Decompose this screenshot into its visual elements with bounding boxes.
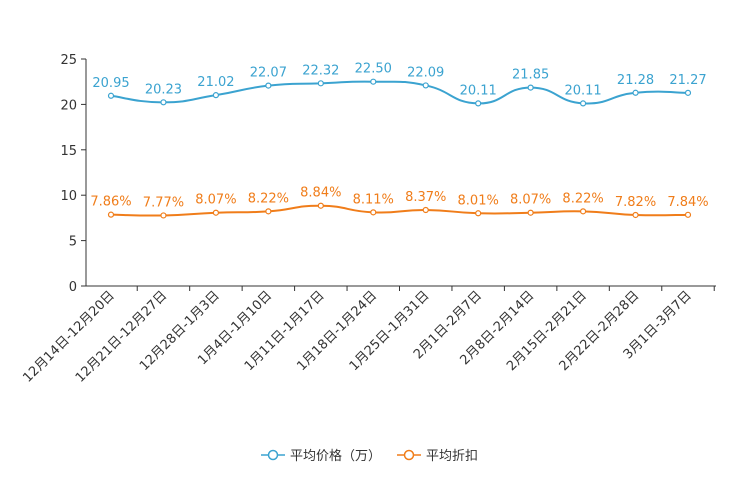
series-1-data-label: 8.22%	[248, 191, 289, 206]
series-1-data-label: 7.82%	[615, 195, 656, 210]
y-tick-label: 25	[60, 53, 77, 68]
series-0-data-label: 21.85	[512, 68, 549, 83]
series-1-point	[317, 202, 324, 209]
series-0-data-label: 22.50	[355, 62, 392, 77]
series-0-data-label: 20.11	[564, 83, 601, 98]
series-0-point	[632, 89, 639, 96]
series-0-point	[107, 92, 115, 99]
series-0-point	[370, 78, 377, 85]
series-0-point	[579, 100, 587, 107]
series-1-data-label: 8.01%	[458, 193, 499, 208]
series-0-data-label: 22.32	[302, 63, 339, 78]
y-tick-label: 0	[69, 280, 77, 295]
series-1-data-label: 8.11%	[353, 192, 394, 207]
series-0-point	[160, 99, 167, 106]
series-0-data-label: 21.02	[197, 75, 234, 90]
series-1-data-label: 8.07%	[195, 193, 236, 208]
series-0-point	[265, 82, 272, 89]
series-0-point	[475, 100, 482, 107]
series-0-point	[212, 92, 220, 99]
series-1-point	[107, 211, 115, 218]
legend-marker-0	[267, 449, 279, 461]
y-tick-label: 10	[60, 189, 77, 204]
y-tick-label: 15	[60, 144, 77, 159]
series-0-data-label: 21.28	[617, 73, 654, 88]
series-1-data-label: 7.77%	[143, 195, 184, 210]
axes: 051015202512月14日-12月20日12月21日-12月27日12月2…	[20, 53, 716, 386]
series-1-point	[212, 209, 220, 216]
series-1-point	[422, 206, 429, 214]
series-1-data-label: 7.84%	[667, 195, 708, 210]
series-line-1	[110, 204, 689, 217]
series-layer: 20.95 20.23 21.02 22.07 22.32 22.50 22.09 20.11…	[90, 62, 709, 219]
series-1-point	[684, 211, 692, 218]
series-1-point	[475, 210, 482, 217]
series-0-data-label: 20.11	[460, 83, 497, 98]
series-0-point	[422, 82, 429, 89]
series-0-data-label: 20.23	[145, 82, 182, 97]
legend-marker-1	[403, 449, 415, 461]
y-tick-label: 20	[60, 98, 77, 113]
series-0-point	[684, 89, 692, 96]
series-0-data-label: 22.07	[250, 66, 287, 81]
series-1-point	[160, 212, 167, 219]
series-1-data-label: 8.37%	[405, 190, 446, 205]
x-tick-label: 12月14日-12月20日	[20, 288, 117, 385]
series-1-point	[632, 211, 639, 219]
legend[interactable]: 平均价格（万） 平均折扣	[261, 448, 478, 464]
legend-label-0: 平均价格（万）	[290, 448, 381, 464]
series-1-data-label: 8.07%	[510, 193, 551, 208]
series-1-point	[265, 208, 272, 215]
x-tick-label: 12月21日-12月27日	[73, 288, 170, 385]
legend-label-1: 平均折扣	[426, 449, 478, 464]
series-1-data-label: 8.22%	[562, 191, 603, 206]
series-1-data-label: 7.86%	[90, 195, 131, 210]
series-0-data-label: 22.09	[407, 65, 444, 80]
y-tick-label: 5	[69, 235, 77, 250]
series-1-point	[527, 209, 534, 216]
series-0-data-label: 21.27	[669, 73, 706, 88]
series-1-point	[579, 208, 587, 215]
series-0-point	[317, 80, 324, 87]
series-0-point	[527, 84, 534, 91]
series-0-data-label: 20.95	[92, 76, 129, 91]
series-1-point	[370, 209, 377, 216]
series-1-data-label: 8.84%	[300, 186, 341, 201]
